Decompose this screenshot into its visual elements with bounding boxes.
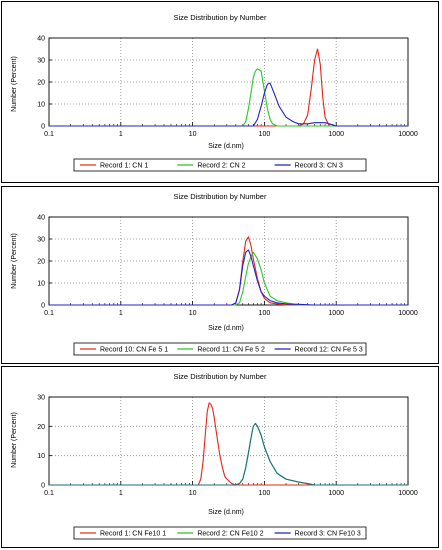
- series-line-2: [49, 68, 408, 127]
- chart-panel-3: Size Distribution by Number Number (Perc…: [1, 366, 439, 548]
- y-tick-label: 40: [37, 215, 45, 222]
- y-tick-label: 30: [37, 58, 45, 65]
- y-tick-label: 0: [41, 303, 45, 310]
- chart-panel-2: Size Distribution by Number Number (Perc…: [1, 186, 439, 364]
- plot-frame: [48, 37, 409, 127]
- chart-title: Size Distribution by Number: [174, 13, 267, 22]
- chart-2-svg: Size Distribution by Number Number (Perc…: [11, 192, 418, 356]
- x-tick-label: 1: [119, 131, 123, 138]
- x-tick-label: 0.1: [44, 490, 54, 497]
- y-tick-label: 20: [37, 80, 45, 87]
- x-tick-label: 0.1: [44, 131, 54, 138]
- legend-entry-label: Record 12: CN Fe 5 3: [295, 347, 363, 354]
- x-tick-label: 100: [259, 131, 271, 138]
- legend-entry-label: Record 2: CN 2: [197, 163, 245, 170]
- chart-title: Size Distribution by Number: [174, 192, 267, 201]
- series-line-1: [49, 48, 408, 127]
- y-axis-label: Number (Percent): [11, 56, 18, 112]
- x-axis-label: Size (d.nm): [208, 509, 244, 516]
- series-line-3: [49, 82, 408, 127]
- y-tick-label: 10: [37, 453, 45, 460]
- legend-entry-label: Record 1: CN Fe10 1: [100, 531, 166, 538]
- y-tick-label: 0: [41, 483, 45, 490]
- x-axis-label: Size (d.nm): [208, 143, 244, 150]
- y-tick-label: 20: [37, 424, 45, 431]
- x-tick-label: 10000: [398, 490, 418, 497]
- y-tick-label: 30: [37, 237, 45, 244]
- series-line-1: [49, 236, 408, 306]
- legend-box: [73, 342, 367, 356]
- x-tick-label: 0.1: [44, 310, 54, 317]
- x-axis-label: Size (d.nm): [208, 325, 244, 332]
- x-tick-label: 10000: [398, 310, 418, 317]
- y-tick-label: 10: [37, 102, 45, 109]
- x-tick-label: 10: [189, 310, 197, 317]
- plot-frame: [48, 396, 409, 486]
- series-line-1: [49, 402, 408, 486]
- x-tick-label: 1: [119, 490, 123, 497]
- y-tick-label: 20: [37, 259, 45, 266]
- x-tick-label: 10: [189, 131, 197, 138]
- y-axis-label: Number (Percent): [11, 412, 18, 468]
- x-tick-label: 100: [259, 490, 271, 497]
- x-tick-label: 10000: [398, 131, 418, 138]
- y-tick-label: 40: [37, 36, 45, 43]
- x-tick-label: 1000: [328, 131, 344, 138]
- chart-title: Size Distribution by Number: [174, 372, 267, 381]
- x-tick-label: 1: [119, 310, 123, 317]
- legend-box: [73, 526, 367, 540]
- y-tick-label: 10: [37, 281, 45, 288]
- series-line-3: [49, 422, 408, 486]
- legend-entry-label: Record 11: CN Fe 5 2: [197, 347, 265, 354]
- legend-entry-label: Record 10: CN Fe 5 1: [100, 347, 168, 354]
- legend-entry-label: Record 3: CN 3: [295, 163, 343, 170]
- legend-box: [73, 158, 367, 172]
- x-tick-label: 10: [189, 490, 197, 497]
- plot-frame: [48, 216, 409, 306]
- chart-1-svg: Size Distribution by Number Number (Perc…: [11, 13, 418, 172]
- x-tick-label: 100: [259, 310, 271, 317]
- legend-entry-label: Record 3: CN Fe10 3: [295, 531, 361, 538]
- chart-3-svg: Size Distribution by Number Number (Perc…: [11, 372, 418, 540]
- x-tick-label: 1000: [328, 310, 344, 317]
- chart-panel-1: Size Distribution by Number Number (Perc…: [1, 1, 439, 183]
- y-tick-label: 30: [37, 395, 45, 402]
- legend-entry-label: Record 2: CN Fe10 2: [197, 531, 263, 538]
- y-axis-label: Number (Percent): [11, 233, 18, 289]
- series-line-2: [49, 251, 408, 306]
- y-tick-label: 0: [41, 124, 45, 131]
- series-line-2: [49, 422, 408, 486]
- series-line-3: [49, 249, 408, 306]
- legend-entry-label: Record 1: CN 1: [100, 163, 148, 170]
- x-tick-label: 1000: [328, 490, 344, 497]
